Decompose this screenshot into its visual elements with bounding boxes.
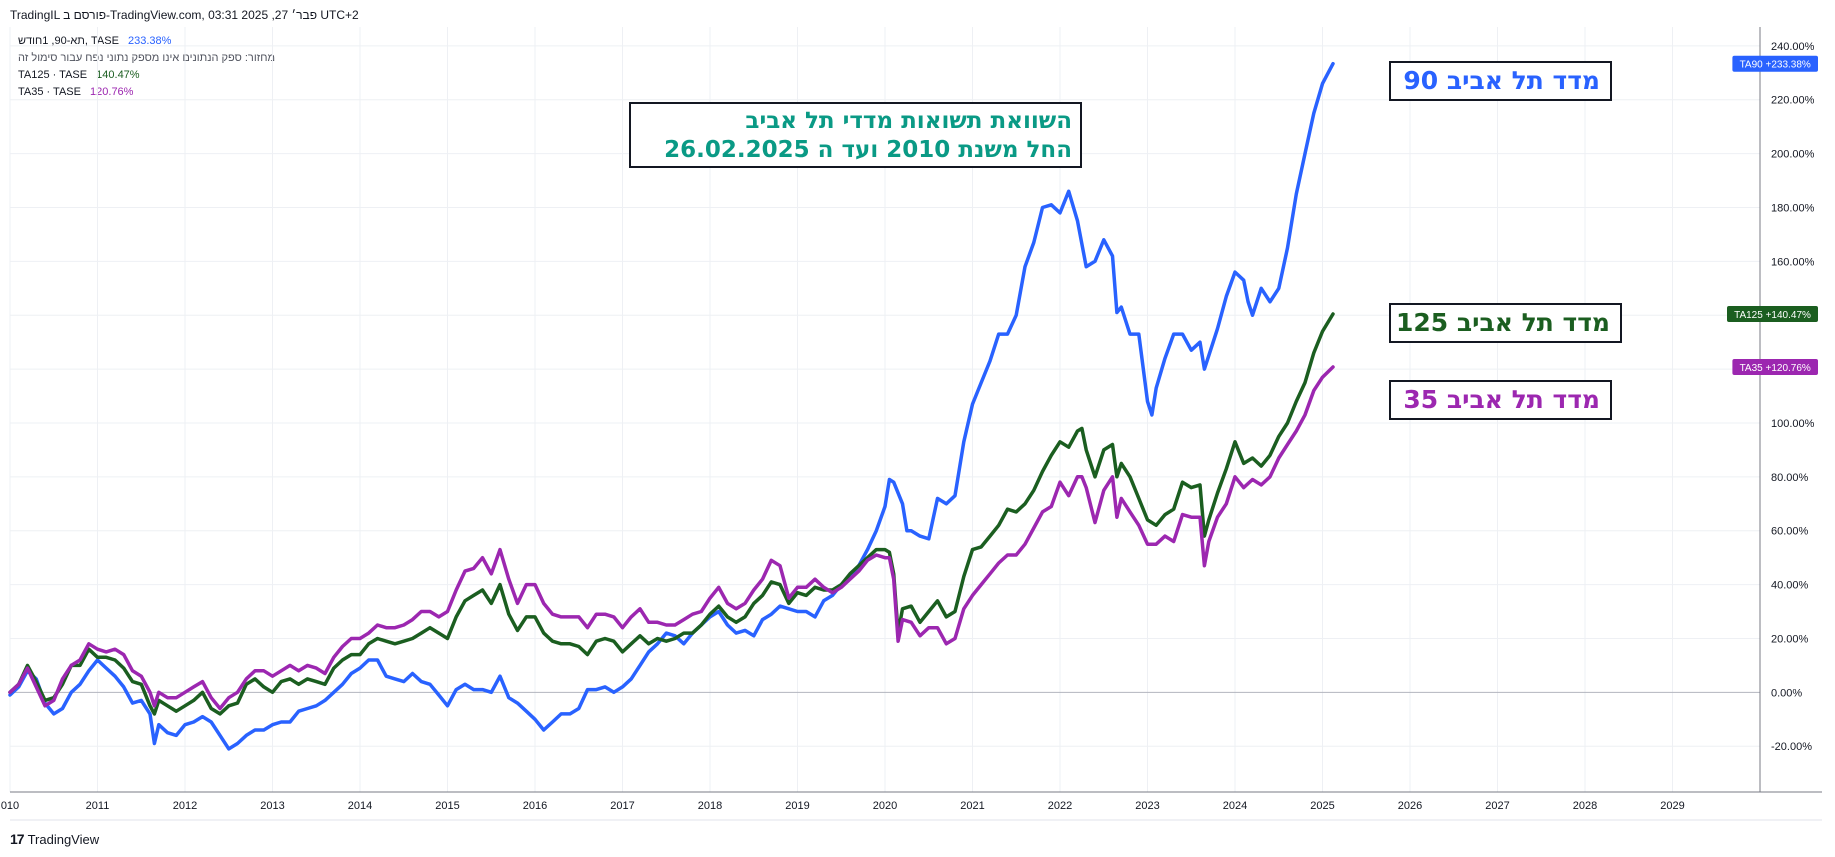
x-tick-label: 2015 <box>435 800 459 812</box>
legend-volume-note: מחזור: ספק הנתונים אינו מספק נתוני נפח ע… <box>18 52 276 64</box>
legend-row-ta35[interactable]: TA35 · TASE 120.76% <box>18 86 133 98</box>
legend-ta35-label: TA35 · TASE <box>18 86 81 98</box>
tradingview-brand[interactable]: 17 TradingView <box>10 831 99 847</box>
y-tick-label: 40.00% <box>1771 580 1809 592</box>
annotation-ta90: מדד תל אביב 90 <box>1389 61 1612 101</box>
series-line-ta125 <box>8 312 1335 716</box>
chart-title-box: השוואת תשואות מדדי תל אביב החל משנת 2010… <box>629 102 1082 168</box>
legend-main-value: 233.38% <box>128 35 172 47</box>
axis-layer: 240.00% 220.00% 200.00% 180.00% 160.00% 100.0… <box>1 27 1822 821</box>
price-badge-ta125 <box>1727 305 1818 322</box>
x-tick-label: 2028 <box>1573 800 1597 812</box>
tradingview-name: TradingView <box>27 831 100 847</box>
y-tick-label: 80.00% <box>1771 472 1809 484</box>
price-badge-ta90 <box>1732 55 1818 72</box>
x-tick-label: 2026 <box>1398 800 1422 812</box>
x-tick-label: 2011 <box>86 800 110 812</box>
chart-title-line2: החל משנת 2010 ועד ה 26.02.2025 <box>664 137 1072 163</box>
badge-layer: TA90 +233.38% TA125 +140.47% TA35 +120.76% <box>1727 55 1818 376</box>
price-badge-label-ta90: TA90 +233.38% <box>1740 60 1811 71</box>
legend-ta125-value: 140.47% <box>96 69 140 81</box>
series-layer <box>8 61 1335 751</box>
y-tick-label: 220.00% <box>1771 95 1815 107</box>
legend-ta125-label: TA125 · TASE <box>18 69 88 81</box>
x-tick-label: 2025 <box>1310 800 1334 812</box>
y-tick-label: 0.00% <box>1771 687 1802 699</box>
y-tick-label: 60.00% <box>1771 526 1809 538</box>
x-tick-label: 2019 <box>785 800 809 812</box>
price-badge-label-ta125: TA125 +140.47% <box>1734 310 1811 321</box>
x-tick-label: 2022 <box>1048 800 1072 812</box>
y-tick-label: 160.00% <box>1771 256 1815 268</box>
x-tick-label: 2029 <box>1660 800 1684 812</box>
y-tick-label: 20.00% <box>1771 633 1809 645</box>
x-tick-label: 2018 <box>698 800 722 812</box>
y-tick-label: -20.00% <box>1771 741 1812 753</box>
x-tick-label: 2014 <box>348 800 372 812</box>
annotation-ta125: מדד תל אביב 125 <box>1389 303 1622 343</box>
y-tick-label: 200.00% <box>1771 149 1815 161</box>
x-tick-label: 2024 <box>1223 800 1247 812</box>
x-tick-label: 2016 <box>523 800 547 812</box>
x-tick-label: 2023 <box>1135 800 1159 812</box>
x-tick-label: 2017 <box>610 800 634 812</box>
y-tick-label: 100.00% <box>1771 418 1815 430</box>
y-tick-label: 180.00% <box>1771 202 1815 214</box>
x-tick-label: 2020 <box>873 800 897 812</box>
y-tick-label: 240.00% <box>1771 41 1815 53</box>
chart-header: TradingIL פורסם ב-TradingView.com, 03:31… <box>10 8 359 22</box>
x-tick-label: 2012 <box>173 800 197 812</box>
annotation-ta35: מדד תל אביב 35 <box>1389 380 1612 420</box>
x-tick-label: 2021 <box>960 800 984 812</box>
chart-title-line1: השוואת תשואות מדדי תל אביב <box>745 108 1072 134</box>
series-line-ta35 <box>8 365 1335 711</box>
x-tick-label: 010 <box>1 800 19 812</box>
legend-row-ta125[interactable]: TA125 · TASE 140.47% <box>18 69 140 81</box>
x-tick-label: 2027 <box>1485 800 1509 812</box>
legend-ta35-value: 120.76% <box>90 86 134 98</box>
price-badge-ta35 <box>1732 359 1818 376</box>
legend-main-symbol: תא-90, 1חודש, TASE <box>18 35 119 47</box>
legend-main-row[interactable]: תא-90, 1חודש, TASE 233.38% <box>18 35 171 47</box>
tradingview-logo-icon: 17 <box>10 831 25 847</box>
x-tick-label: 2013 <box>260 800 284 812</box>
price-badge-label-ta35: TA35 +120.76% <box>1740 363 1811 374</box>
